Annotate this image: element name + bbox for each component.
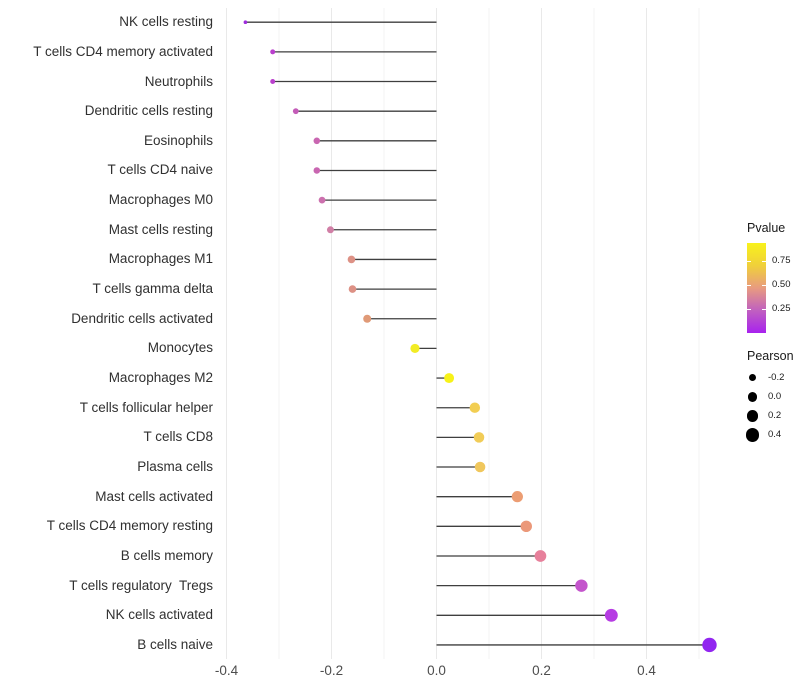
y-axis-label: Eosinophils — [143, 132, 213, 148]
lollipop-dot — [473, 432, 485, 443]
lollipop-dot — [520, 520, 532, 533]
lollipop-dot — [604, 608, 618, 622]
lollipop-dot — [702, 637, 717, 653]
y-axis-label: NK cells activated — [105, 607, 213, 623]
y-axis-label: Macrophages M1 — [108, 251, 213, 267]
y-axis-label: Macrophages M0 — [108, 192, 213, 208]
y-axis-label: B cells naive — [137, 636, 213, 652]
x-tick-label: -0.4 — [214, 663, 239, 678]
lollipop-dot — [292, 108, 299, 115]
lollipop-dot — [347, 255, 356, 264]
y-axis-label: Dendritic cells resting — [84, 103, 213, 119]
lollipop-dot — [348, 285, 357, 293]
y-axis-label: NK cells resting — [119, 14, 213, 30]
lollipop-dot — [469, 402, 481, 413]
y-axis-label: Neutrophils — [144, 73, 213, 89]
y-axis-label: Macrophages M2 — [108, 370, 213, 386]
y-axis-label: Mast cells resting — [108, 221, 213, 237]
y-axis-label: Plasma cells — [137, 459, 213, 475]
y-axis-label: Monocytes — [147, 340, 213, 356]
y-axis-label: T cells CD4 memory activated — [33, 43, 213, 59]
x-tick-label: 0.0 — [427, 663, 446, 678]
y-axis-label: T cells CD8 — [143, 429, 213, 445]
lollipop-dot — [363, 314, 372, 323]
y-axis-label: Mast cells activated — [95, 488, 213, 504]
lollipop-dot — [511, 491, 523, 503]
lollipop-dot — [410, 343, 420, 353]
y-axis-label: Dendritic cells activated — [71, 310, 213, 326]
lollipop-dot — [575, 579, 588, 592]
y-axis-label: T cells follicular helper — [79, 399, 213, 415]
lollipop-dot — [270, 49, 276, 55]
x-tick-label: 0.4 — [637, 663, 656, 678]
y-axis-label: T cells CD4 naive — [107, 162, 213, 178]
y-axis-label: T cells CD4 memory resting — [46, 518, 213, 534]
lollipop-dot — [534, 550, 547, 562]
y-axis-label: T cells gamma delta — [92, 281, 213, 297]
lollipop-dot — [318, 196, 326, 204]
y-axis-label: B cells memory — [120, 547, 213, 563]
x-tick-label: -0.2 — [319, 663, 344, 678]
lollipop-dot — [313, 137, 321, 145]
lollipop-dot — [474, 461, 486, 473]
lollipop-dot — [326, 226, 334, 234]
lollipop-dot — [313, 167, 321, 174]
y-axis-label: T cells regulatory Tregs — [69, 577, 213, 593]
lollipop-dot — [243, 20, 248, 25]
lollipop-dot — [270, 79, 276, 84]
lollipop-dot — [444, 373, 455, 384]
x-tick-label: 0.2 — [532, 663, 551, 678]
